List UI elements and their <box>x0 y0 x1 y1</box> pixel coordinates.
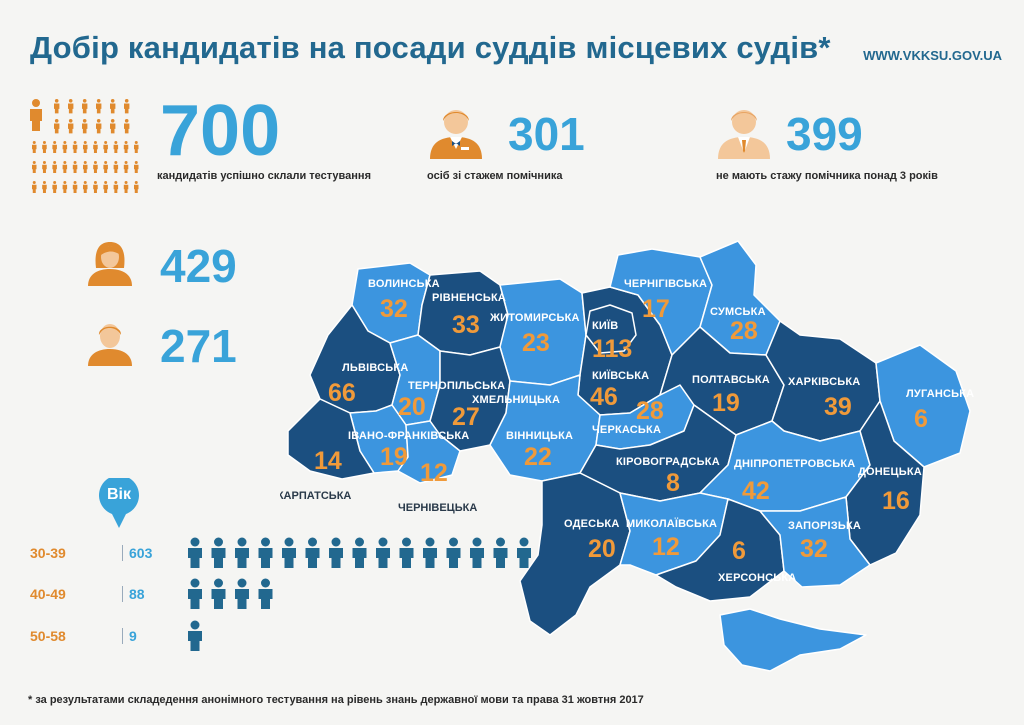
region-24-label: ЗАПОРІЗЬКА <box>788 520 861 532</box>
region-11-value: 19 <box>712 389 740 417</box>
region-8-label: ХМЕЛЬНИЦЬКА <box>472 394 560 406</box>
assistants-value: 301 <box>508 108 585 160</box>
region-3-label: КИЇВ <box>592 319 618 332</box>
region-17-label: ДНІПРОПЕТРОВСЬКА <box>734 458 855 470</box>
region-12-value: 39 <box>824 393 852 421</box>
region-24-value: 32 <box>800 535 828 563</box>
region-12-label: ХАРКІВСЬКА <box>788 376 860 388</box>
age-divider <box>122 628 123 644</box>
region-4-value: 17 <box>642 295 670 323</box>
woman-icon <box>88 242 132 286</box>
total-candidates-value: 700 <box>160 91 281 171</box>
non-assistants-value: 399 <box>786 108 863 160</box>
age-row: 30-39 603 <box>30 537 567 569</box>
region-7-value: 20 <box>398 393 426 421</box>
region-4-label: ЧЕРНІГІВСЬКА <box>624 278 707 290</box>
age-pin-icon <box>99 478 139 528</box>
region-2-value: 23 <box>522 329 550 357</box>
region-zaporizka[interactable] <box>759 496 871 588</box>
region-3-value: 113 <box>592 335 632 363</box>
region-6-label: ЛЬВІВСЬКА <box>342 362 408 374</box>
region-16-label: КІРОВОГРАДСЬКА <box>616 456 720 468</box>
region-6-value: 66 <box>328 379 356 407</box>
age-badge: Вік <box>106 486 131 503</box>
age-divider <box>122 545 123 561</box>
age-count-value: 88 <box>129 586 145 602</box>
region-21-label: ОДЕСЬКА <box>564 518 620 530</box>
region-2-label: ЖИТОМИРСЬКА <box>489 312 580 324</box>
region-15-value: 22 <box>524 443 552 471</box>
region-0-label: ВОЛИНСЬКА <box>368 278 440 290</box>
women-value: 429 <box>160 240 237 292</box>
person-suit-icon <box>718 110 770 159</box>
region-20-label: ЧЕРНІВЕЦЬКА <box>398 502 477 514</box>
region-18-value: 16 <box>882 487 910 515</box>
region-1-value: 33 <box>452 311 480 339</box>
region-16-value: 8 <box>666 469 680 497</box>
region-14-value: 19 <box>380 443 408 471</box>
region-1-label: РІВНЕНСЬКА <box>432 292 506 304</box>
age-count-value: 9 <box>129 628 137 644</box>
region-9-label: КИЇВСЬКА <box>592 369 649 382</box>
assistants-caption: осіб зі стажем помічника <box>427 170 563 182</box>
region-5-label: СУМСЬКА <box>710 306 766 318</box>
page-title: Добір кандидатів на посади суддів місцев… <box>30 30 831 65</box>
region-7-label: ТЕРНОПІЛЬСЬКА <box>408 380 505 392</box>
region-0-value: 32 <box>380 295 408 323</box>
region-20-value: 12 <box>420 459 448 487</box>
region-23-label: ХЕРСОНСЬКА <box>718 572 796 584</box>
region-15-label: ВІННИЦЬКА <box>506 430 573 442</box>
assistant-person-icon <box>430 110 482 159</box>
region-donetska[interactable] <box>845 400 925 566</box>
men-value: 271 <box>160 320 237 372</box>
non-assistants-caption: не мають стажу помічника понад 3 років <box>716 170 938 182</box>
region-22-value: 12 <box>652 533 680 561</box>
region-11-label: ПОЛТАВСЬКА <box>692 374 770 386</box>
age-row: 50-58 9 <box>30 620 567 652</box>
total-candidates-caption: кандидатів успішно склали тестування <box>157 170 371 182</box>
age-count-value: 603 <box>129 545 153 561</box>
age-figures-icon <box>188 537 531 568</box>
region-5-value: 28 <box>730 317 758 345</box>
crowd-icon <box>30 99 139 193</box>
region-19-value: 14 <box>314 447 342 475</box>
region-10-label: ЧЕРКАСЬКА <box>592 424 661 436</box>
region-13-value: 6 <box>914 405 928 433</box>
age-figures-icon <box>188 620 202 651</box>
region-9-value: 46 <box>590 383 618 411</box>
region-19-label: ЗАКАРПАТСЬКА <box>280 490 351 502</box>
region-23-value: 6 <box>732 537 746 565</box>
age-divider <box>122 586 123 602</box>
man-icon <box>88 324 132 366</box>
age-figures-icon <box>188 578 273 609</box>
region-kyiv[interactable] <box>585 304 637 354</box>
region-14-label: ІВАНО-ФРАНКІВСЬКА <box>348 430 469 442</box>
website-url[interactable]: WWW.VKKSU.GOV.UA <box>863 48 1002 63</box>
region-13-label: ЛУГАНСЬКА <box>906 388 974 400</box>
age-range-label: 50-58 <box>30 628 66 644</box>
region-22-label: МИКОЛАЇВСЬКА <box>626 517 717 530</box>
region-chernivetska[interactable] <box>397 420 461 484</box>
age-range-label: 40-49 <box>30 586 66 602</box>
region-17-value: 42 <box>742 477 770 505</box>
region-8-value: 27 <box>452 403 480 431</box>
ukraine-map: ВОЛИНСЬКА 32 РІВНЕНСЬКА 33 ЖИТОМИРСЬКА 23 КИЇВ… <box>280 240 974 672</box>
age-range-label: 30-39 <box>30 545 66 561</box>
region-zakarpatska[interactable] <box>287 398 375 480</box>
region-crimea <box>719 608 867 672</box>
region-21-value: 20 <box>588 535 616 563</box>
age-row: 40-49 88 <box>30 578 567 610</box>
region-10-value: 28 <box>636 397 664 425</box>
footnote: * за результатами складедення анонімного… <box>28 694 644 706</box>
region-18-label: ДОНЕЦЬКА <box>858 466 922 478</box>
